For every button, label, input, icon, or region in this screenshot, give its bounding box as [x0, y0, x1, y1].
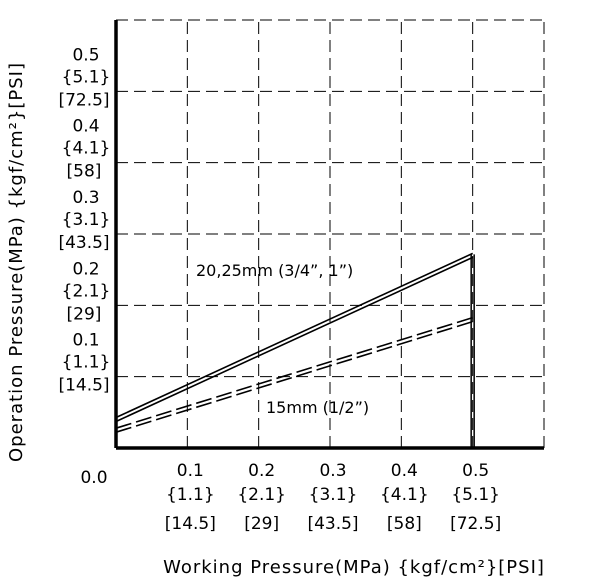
x-tick-label-kgf: {2.1} — [237, 485, 286, 505]
x-tick-label-mpa: 0.1 — [177, 461, 204, 481]
x-tick-label-mpa: 0.2 — [248, 461, 275, 481]
x-tick-label-psi: [72.5] — [450, 514, 501, 534]
x-tick-label-mpa: 0.4 — [391, 461, 418, 481]
y-tick-label-mpa: 0.4 — [72, 117, 99, 137]
x-tick-label-mpa: 0.3 — [319, 461, 346, 481]
x-tick-labels: 0.1 {1.1} [14.5] 0.2 {2.1} [29] 0.3 {3.1} [43.5]… — [165, 461, 501, 534]
y-tick-label-kgf: {3.1} — [62, 210, 111, 230]
x-tick-label-kgf: {3.1} — [309, 485, 358, 505]
grid — [116, 20, 544, 448]
y-tick-label-kgf: {1.1} — [62, 353, 111, 373]
y-tick-labels: 0.1{1.1} [14.5] 0.2{2.1} [29] 0.3{3.1} [43.5]… — [58, 45, 110, 395]
x-tick-label-mpa: 0.5 — [462, 461, 489, 481]
series-label-15mm: 15mm (1/2”) — [266, 398, 369, 417]
y-tick-label-psi: [43.5] — [58, 233, 109, 253]
y-tick-label-mpa: 0.1 — [72, 331, 99, 351]
x-tick-label-kgf: {4.1} — [380, 485, 429, 505]
y-tick-label-psi: [58] — [67, 162, 102, 182]
y-axis-label: Operation Pressure(MPa) {kgf/cm²}[PSI] — [6, 62, 27, 462]
series-label-20-25mm: 20,25mm (3/4”, 1”) — [196, 261, 353, 280]
x-axis-label: Working Pressure(MPa) {kgf/cm²}[PSI] — [163, 557, 545, 578]
y-tick-label-kgf: {5.1} — [62, 67, 111, 87]
y-tick-label-mpa: 0.2 — [72, 259, 99, 279]
x-tick-label-psi: [29] — [244, 514, 279, 534]
x-tick-label-kgf: {5.1} — [451, 485, 500, 505]
x-tick-label-psi: [14.5] — [165, 514, 216, 534]
y-tick-label-psi: [29] — [67, 304, 102, 324]
y-tick-label-kgf: {2.1} — [62, 281, 111, 301]
y-tick-label-mpa: 0.5 — [72, 45, 99, 65]
series-lines — [116, 253, 474, 448]
series-line-0 — [116, 257, 473, 421]
y-tick-label-psi: [14.5] — [58, 376, 109, 396]
x-tick-label-psi: [43.5] — [307, 514, 358, 534]
origin-label: 0.0 — [80, 468, 107, 488]
y-tick-label-mpa: 0.3 — [72, 188, 99, 208]
x-tick-label-kgf: {1.1} — [166, 485, 215, 505]
y-tick-label-psi: [72.5] — [58, 90, 109, 110]
x-tick-label-psi: [58] — [387, 514, 422, 534]
y-tick-label-kgf: {4.1} — [62, 139, 111, 159]
